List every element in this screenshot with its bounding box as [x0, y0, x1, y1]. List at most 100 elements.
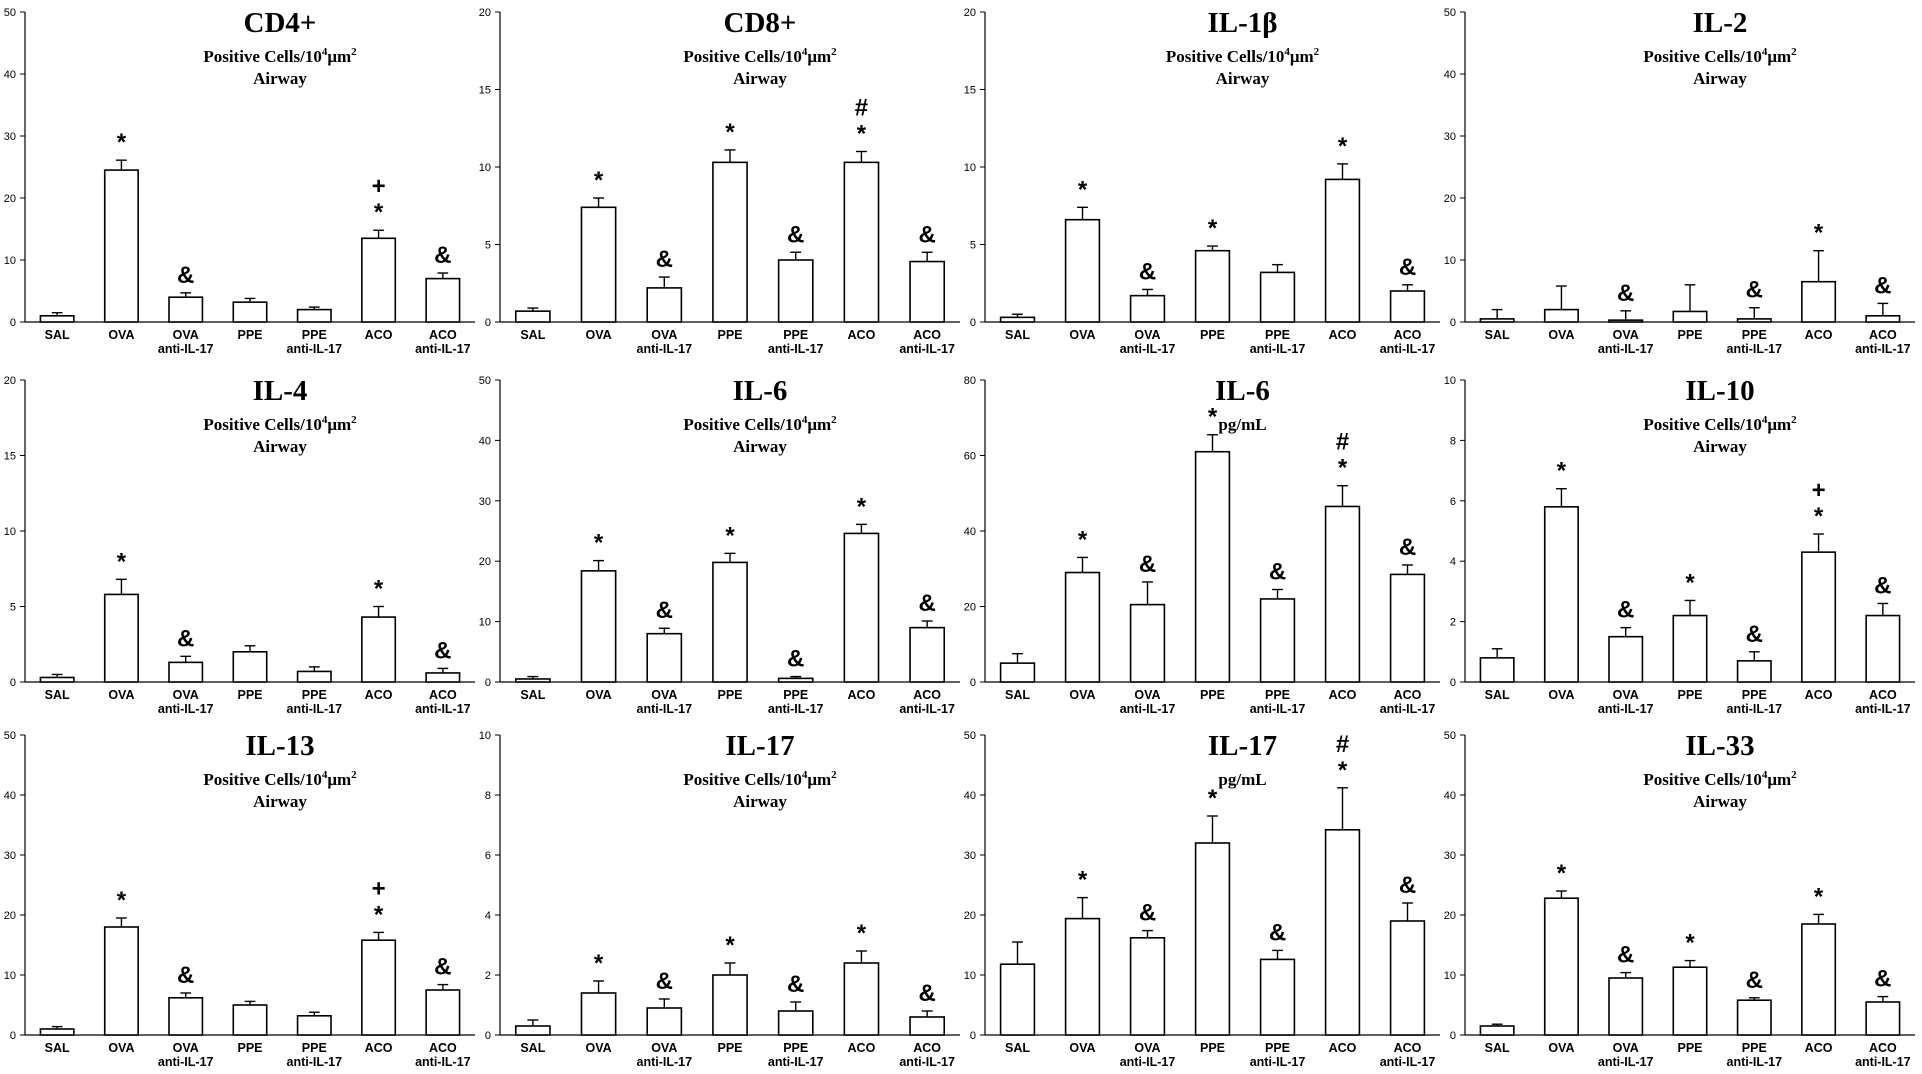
significance-mark: *: [725, 522, 735, 549]
bar-aco: [1801, 551, 1837, 683]
bar-ova-anti-il-17: [1608, 635, 1644, 683]
category-label: ACO: [848, 1041, 876, 1055]
y-tick-label: 10: [1444, 255, 1456, 267]
category-label: anti-IL-17: [1380, 702, 1436, 716]
y-tick-label: 30: [1444, 850, 1456, 862]
category-label: PPE: [237, 688, 262, 702]
category-label: PPE: [783, 1041, 808, 1055]
y-tick-label: 0: [485, 1030, 491, 1042]
chart-subtitle: Positive Cells/104μm2: [203, 769, 357, 789]
y-tick-label: 15: [4, 451, 16, 463]
significance-mark: +: [372, 875, 386, 902]
category-label: SAL: [45, 328, 70, 342]
chart-subtitle: pg/mL: [1218, 415, 1266, 434]
y-tick-label: 40: [964, 526, 976, 538]
bar-sal: [1479, 318, 1515, 323]
y-tick-label: 0: [10, 1030, 16, 1042]
y-tick-label: 8: [485, 790, 491, 802]
bar-sal: [39, 314, 75, 323]
y-tick-label: 8: [1450, 435, 1456, 447]
significance-mark: &: [177, 962, 194, 989]
chart-title: IL-13: [245, 730, 314, 762]
category-label: PPE: [302, 688, 327, 702]
category-label: SAL: [1485, 688, 1510, 702]
significance-mark: *: [1338, 133, 1348, 160]
significance-mark: &: [918, 980, 935, 1007]
bar-ova-anti-il-17: [168, 661, 204, 683]
category-label: PPE: [1742, 328, 1767, 342]
y-tick-label: 50: [1444, 7, 1456, 19]
category-label: OVA: [1069, 688, 1095, 702]
bar-ppe-anti-il-17: [296, 308, 332, 323]
bar-ova: [103, 593, 139, 683]
bar-aco: [843, 161, 880, 323]
chart-subtitle-line2: Airway: [1693, 437, 1747, 456]
category-label: OVA: [585, 688, 611, 702]
bar-ppe: [712, 561, 748, 683]
category-label: OVA: [585, 1041, 611, 1055]
y-tick-label: 30: [4, 850, 16, 862]
bar-aco: [1324, 178, 1361, 323]
y-tick-label: 5: [485, 240, 491, 252]
category-label: anti-IL-17: [1727, 702, 1783, 716]
bar-ova-anti-il-17: [646, 632, 683, 683]
significance-mark: *: [117, 548, 127, 575]
significance-mark: *: [117, 887, 127, 914]
significance-mark: *: [1814, 220, 1824, 247]
bar-ppe: [1194, 450, 1231, 683]
significance-mark: *: [1814, 503, 1824, 530]
category-label: PPE: [1265, 1041, 1290, 1055]
category-label: OVA: [651, 688, 677, 702]
significance-mark: &: [1399, 872, 1416, 899]
category-label: ACO: [1869, 688, 1897, 702]
bar-ppe: [1194, 249, 1231, 323]
significance-mark: *: [1078, 176, 1088, 203]
significance-mark: &: [1139, 900, 1156, 927]
chart-subtitle: Positive Cells/104μm2: [1166, 46, 1320, 66]
category-label: anti-IL-17: [1598, 702, 1654, 716]
category-label: PPE: [1265, 688, 1290, 702]
y-tick-label: 0: [1450, 317, 1456, 329]
category-label: anti-IL-17: [1250, 342, 1306, 356]
chart-subtitle: Positive Cells/104μm2: [1643, 46, 1797, 66]
category-label: ACO: [1805, 1041, 1833, 1055]
category-label: ACO: [913, 688, 941, 702]
significance-mark: *: [594, 950, 604, 977]
category-label: PPE: [717, 1041, 742, 1055]
significance-mark: *: [374, 199, 384, 226]
bar-ppe: [1194, 842, 1231, 1036]
significance-mark: +: [372, 173, 386, 200]
category-label: PPE: [1677, 688, 1702, 702]
category-label: PPE: [717, 328, 742, 342]
y-tick-label: 20: [964, 910, 976, 922]
bar-ova-anti-il-17: [1608, 977, 1644, 1036]
significance-mark: &: [656, 597, 673, 624]
chart-title: IL-1β: [1207, 7, 1277, 39]
significance-mark: *: [594, 167, 604, 194]
category-label: OVA: [1134, 1041, 1160, 1055]
bar-sal: [39, 1028, 75, 1036]
category-label: ACO: [365, 328, 393, 342]
y-tick-label: 2: [1450, 617, 1456, 629]
significance-mark: *: [857, 121, 867, 148]
chart-title: IL-17: [725, 730, 794, 762]
category-label: OVA: [1134, 328, 1160, 342]
y-tick-label: 30: [479, 496, 491, 508]
category-label: anti-IL-17: [158, 342, 214, 356]
category-label: anti-IL-17: [1120, 702, 1176, 716]
category-label: OVA: [173, 688, 199, 702]
category-label: anti-IL-17: [1120, 342, 1176, 356]
significance-mark: &: [1399, 534, 1416, 561]
category-label: anti-IL-17: [1727, 1055, 1783, 1069]
bar-aco-anti-il-17: [909, 260, 946, 323]
category-label: SAL: [1485, 328, 1510, 342]
category-label: OVA: [108, 328, 134, 342]
bar-ova: [580, 992, 617, 1036]
y-tick-label: 0: [1450, 1030, 1456, 1042]
category-label: ACO: [848, 328, 876, 342]
bar-ppe-anti-il-17: [296, 1014, 332, 1036]
category-label: anti-IL-17: [637, 342, 693, 356]
significance-mark: &: [1874, 572, 1891, 599]
